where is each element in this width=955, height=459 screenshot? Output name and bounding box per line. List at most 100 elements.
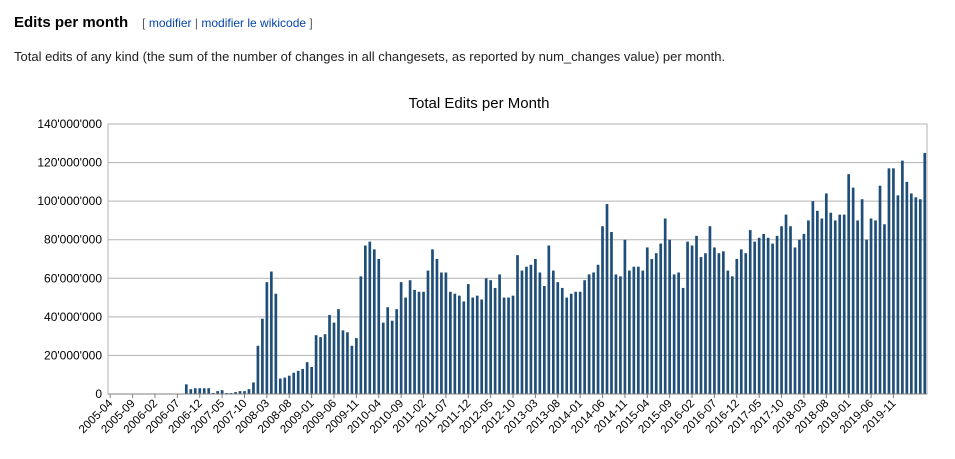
bar — [408, 280, 412, 394]
bar — [234, 392, 237, 394]
section-heading: Edits per month [ modifier | modifier le… — [14, 14, 313, 31]
bar — [296, 370, 300, 394]
bar — [395, 309, 399, 394]
bar — [811, 201, 815, 394]
bar — [516, 255, 519, 394]
bar — [704, 253, 707, 394]
bar — [274, 293, 278, 394]
bar — [323, 334, 327, 394]
bar — [507, 297, 510, 394]
bar — [874, 220, 877, 394]
bar — [292, 372, 296, 394]
bar — [256, 345, 260, 394]
bar — [775, 235, 779, 394]
bar — [560, 287, 564, 394]
bar — [583, 280, 586, 394]
bar — [189, 389, 193, 394]
bar — [569, 293, 573, 394]
bar — [909, 193, 913, 394]
bar — [641, 270, 645, 394]
bar — [690, 245, 694, 394]
bar — [270, 271, 273, 394]
bar — [614, 274, 618, 394]
bar — [417, 291, 421, 394]
bar — [462, 301, 466, 394]
bar — [319, 337, 322, 394]
bar — [610, 232, 613, 394]
y-tick-label: 20'000'000 — [44, 348, 102, 362]
bar — [605, 204, 609, 394]
bar — [645, 247, 649, 394]
bar — [404, 297, 407, 394]
bar — [502, 297, 506, 394]
bar — [578, 291, 582, 394]
bar — [538, 272, 542, 394]
bar — [757, 237, 761, 394]
bar — [784, 214, 788, 394]
bar — [659, 243, 663, 394]
bar — [390, 320, 394, 394]
y-tick-label: 140'000'000 — [37, 117, 102, 131]
bar — [892, 168, 895, 394]
edits-per-month-chart: Total Edits per Month 0 20'000'000 40'000'… — [37, 95, 928, 436]
bar — [632, 266, 636, 394]
bar — [923, 152, 927, 394]
edit-source-link[interactable]: modifier le wikicode — [201, 16, 307, 30]
bar — [202, 388, 206, 394]
bar — [847, 174, 851, 394]
bar — [198, 388, 202, 394]
bar — [220, 390, 224, 394]
link-separator: | — [194, 16, 199, 30]
chart-description: Total edits of any kind (the sum of the … — [14, 49, 726, 64]
bar — [216, 391, 219, 394]
bar — [426, 270, 430, 394]
bar — [489, 280, 492, 394]
y-tick-label: 0 — [95, 387, 102, 401]
bar — [623, 239, 627, 394]
bar — [484, 278, 488, 394]
bar — [480, 299, 484, 394]
bar — [695, 235, 698, 394]
bar — [744, 253, 748, 394]
bar — [534, 259, 537, 394]
bar — [860, 199, 864, 394]
bar — [346, 332, 349, 394]
bar — [350, 345, 354, 394]
bar — [592, 272, 595, 394]
bar — [816, 210, 819, 394]
bar — [636, 266, 640, 394]
bar — [238, 391, 242, 394]
bar — [422, 291, 425, 394]
bar — [654, 253, 658, 394]
y-tick-label: 100'000'000 — [37, 194, 102, 208]
bar — [896, 195, 900, 394]
bar — [372, 249, 376, 394]
bar — [878, 185, 882, 394]
y-tick-label: 60'000'000 — [44, 271, 102, 285]
bar — [449, 291, 452, 394]
bar — [314, 335, 318, 394]
edit-link[interactable]: modifier — [148, 16, 192, 30]
bar — [820, 218, 824, 394]
y-tick-label: 40'000'000 — [44, 310, 102, 324]
bar — [453, 293, 457, 394]
bar — [914, 197, 918, 394]
bar — [793, 247, 797, 394]
edit-section-links: [ modifier | modifier le wikicode ] — [142, 16, 313, 30]
bar — [869, 218, 873, 394]
bar — [381, 322, 385, 394]
bracket-open: [ — [142, 16, 146, 30]
bar — [184, 384, 188, 394]
bar — [247, 389, 251, 394]
bar — [543, 286, 546, 394]
bar — [851, 187, 855, 394]
bar — [301, 368, 305, 394]
bar — [355, 338, 358, 394]
bar — [525, 266, 528, 394]
bar — [359, 276, 363, 394]
bar — [511, 295, 515, 394]
bar — [807, 220, 810, 394]
bar — [842, 214, 846, 394]
bar — [332, 322, 336, 394]
bar — [663, 218, 667, 394]
